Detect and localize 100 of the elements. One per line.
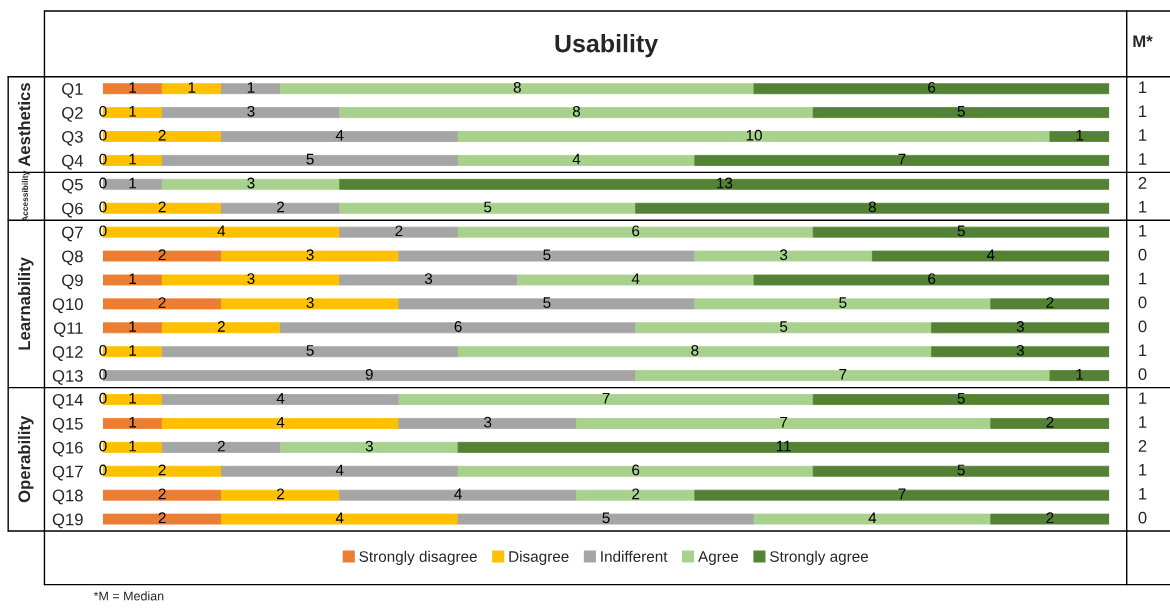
data-label: 5 [779, 321, 788, 332]
y-axis-title: Learnability [17, 257, 34, 350]
data-label: 2 [217, 440, 225, 452]
text: 1 [1139, 105, 1147, 117]
data-label: 4 [276, 416, 285, 428]
y-tick-label: Q7 [62, 226, 83, 242]
legend-label: Strongly disagree [359, 550, 477, 565]
data-label: 0 [99, 464, 107, 476]
text: 1 [1139, 201, 1147, 213]
data-label: 5 [957, 106, 965, 117]
text: 0 [1138, 320, 1147, 333]
data-label: 5 [839, 297, 847, 308]
data-label: 7 [898, 488, 906, 500]
data-label: 7 [839, 369, 847, 380]
data-label: 2 [158, 201, 166, 213]
data-label: 1 [1076, 129, 1084, 141]
data-label: 5 [306, 153, 314, 165]
text: 1 [1139, 225, 1147, 237]
data-label: 5 [484, 201, 492, 213]
data-label: 8 [691, 345, 699, 356]
data-label: 3 [484, 416, 492, 428]
data-label: 2 [158, 297, 166, 308]
y-tick-label: Q13 [52, 370, 83, 385]
data-label: 11 [776, 440, 791, 452]
data-label: 2 [1046, 297, 1054, 308]
data-label: 0 [99, 177, 107, 189]
text: 1 [1139, 416, 1147, 428]
data-label: 4 [572, 153, 581, 165]
data-label: 9 [365, 368, 373, 380]
data-label: 2 [1046, 416, 1054, 428]
y-tick-label: Q9 [62, 274, 83, 290]
y-tick-label: Q5 [62, 178, 83, 194]
y-tick-label: Q14 [52, 393, 84, 409]
data-label: 0 [99, 345, 107, 356]
text: 0 [1138, 248, 1147, 261]
data-label: 2 [632, 488, 640, 500]
text: 0 [1138, 368, 1147, 381]
data-label: 13 [717, 177, 733, 189]
text: *M = Median [93, 591, 164, 601]
data-label: 3 [424, 273, 433, 285]
text: 2 [1138, 440, 1147, 452]
data-label: 0 [99, 440, 107, 452]
data-label: 6 [454, 321, 462, 332]
data-label: 0 [99, 153, 107, 165]
data-label: 2 [158, 129, 166, 141]
y-tick-label: Q3 [62, 130, 83, 146]
text: 1 [1139, 488, 1147, 500]
data-label: 0 [99, 201, 107, 213]
y-axis-title: Accessibility [21, 170, 30, 222]
y-tick-label: Q8 [62, 250, 83, 266]
data-label: 2 [158, 488, 166, 500]
data-label: 1 [129, 153, 137, 165]
data-label: 4 [335, 129, 344, 141]
data-label: 1 [129, 321, 137, 332]
data-label: 6 [928, 81, 936, 93]
data-label: 1 [129, 177, 137, 189]
data-label: 2 [277, 488, 285, 500]
data-label: 4 [986, 249, 995, 261]
y-tick-label: Q6 [62, 202, 83, 218]
legend-label: Indifferent [601, 550, 668, 562]
y-tick-label: Q16 [52, 441, 83, 457]
data-label: 8 [868, 201, 876, 213]
data-label: 2 [277, 201, 285, 213]
legend-label: Disagree [509, 550, 569, 565]
text: M* [1133, 35, 1153, 47]
data-label: 3 [1016, 345, 1024, 356]
data-label: 6 [928, 273, 936, 285]
text: 1 [1139, 392, 1147, 404]
data-label: 10 [746, 129, 762, 141]
data-label: 0 [99, 225, 107, 237]
data-label: 1 [129, 345, 137, 356]
y-tick-label: Q17 [52, 465, 83, 481]
y-tick-label: Q2 [62, 107, 83, 122]
data-label: 1 [129, 416, 137, 428]
data-label: 1 [129, 106, 137, 117]
data-label: 6 [632, 225, 640, 237]
data-label: 4 [454, 488, 462, 500]
legend-label: Strongly agree [770, 550, 869, 565]
data-label: 5 [957, 225, 965, 237]
data-label: 2 [217, 321, 225, 332]
y-tick-label: Q4 [62, 154, 84, 170]
data-label: 4 [217, 225, 226, 237]
data-label: 1 [247, 82, 255, 93]
data-label: 5 [957, 392, 965, 404]
data-label: 0 [99, 392, 107, 404]
data-label: 8 [513, 81, 521, 93]
text: 0 [1138, 296, 1147, 309]
text: 1 [1139, 153, 1147, 165]
data-label: 4 [335, 512, 344, 524]
y-tick-label: Q10 [52, 298, 83, 314]
data-label: 1 [188, 82, 196, 93]
data-label: 3 [779, 249, 788, 261]
y-tick-label: Q18 [52, 489, 83, 505]
data-label: 4 [631, 273, 640, 284]
data-label: 5 [602, 512, 610, 524]
data-label: 7 [780, 416, 788, 428]
text: 2 [1138, 177, 1147, 189]
chart-title: Usability [555, 34, 659, 58]
data-label: 1 [129, 82, 137, 93]
y-axis-title: Operability [17, 415, 34, 503]
